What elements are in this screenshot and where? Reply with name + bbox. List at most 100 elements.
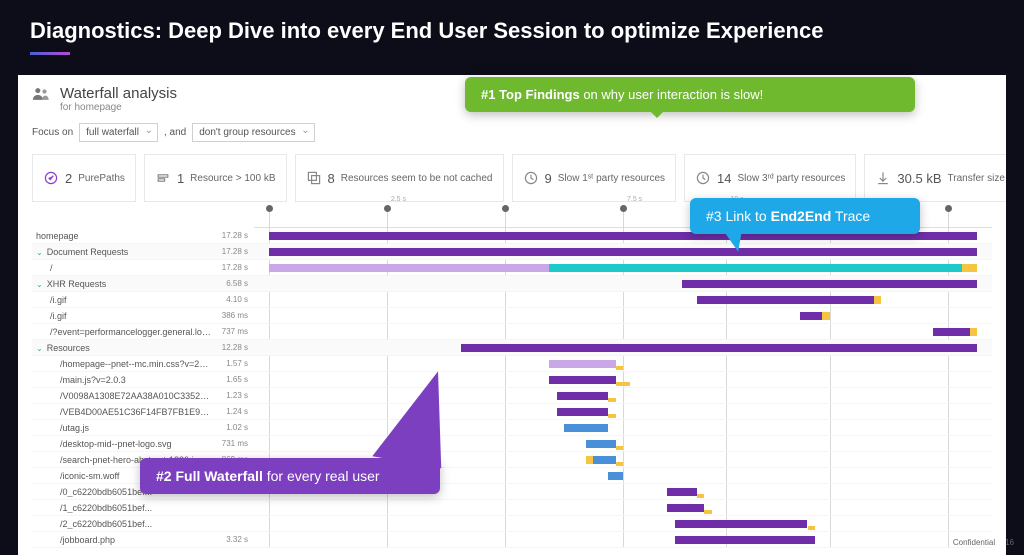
chevron-down-icon: ⌄ (36, 280, 43, 289)
timing-bar (616, 446, 623, 450)
finding-num: 14 (717, 171, 731, 186)
row-name: ⌄Document Requests (32, 247, 212, 257)
row-duration: 386 ms (212, 311, 254, 320)
finding-card[interactable]: 8Resources seem to be not cached (295, 154, 504, 202)
timing-bar (557, 392, 609, 400)
row-duration: 731 ms (212, 439, 254, 448)
timing-bar (564, 424, 608, 432)
timing-bar (675, 520, 808, 528)
group-select[interactable]: don't group resources (192, 123, 314, 142)
row-bars (254, 244, 992, 259)
slide-header: Diagnostics: Deep Dive into every End Us… (0, 0, 1024, 63)
page-title: Waterfall analysis (60, 85, 177, 102)
finding-label: Slow 1ˢᵗ party resources (558, 173, 665, 184)
row-bars (254, 500, 992, 515)
waterfall-row: /i.gif386 ms (32, 308, 992, 324)
row-name: /main.js?v=2.0.3 (32, 375, 212, 385)
row-duration: 3.32 s (212, 535, 254, 544)
finding-card[interactable]: 1 Resource > 100 kB (144, 154, 287, 202)
timing-bar (697, 494, 704, 498)
row-name: /?event=performancelogger.general.logP..… (32, 327, 212, 337)
row-bars (254, 308, 992, 323)
timing-bar (549, 376, 615, 384)
finding-card[interactable]: 2PurePaths (32, 154, 136, 202)
timing-bar (616, 366, 623, 370)
finding-card[interactable]: 30.5 kB Transfer size (864, 154, 1006, 202)
timing-bar (616, 462, 623, 466)
finding-card[interactable]: 14 Slow 3ʳᵈ party resources (684, 154, 856, 202)
timing-bar (970, 328, 977, 336)
row-duration: 17.28 s (212, 247, 254, 256)
slide-footer: Confidential 16 (953, 538, 1014, 547)
row-duration: 1.23 s (212, 391, 254, 400)
row-name: /1_c6220bdb6051bef... (32, 503, 212, 513)
row-name: / (32, 263, 212, 273)
waterfall-row: /VEB4D00AE51C36F14FB7FB1E9F9EDF6521.24 s (32, 404, 992, 420)
row-name: homepage (32, 231, 212, 241)
timing-bar (608, 472, 623, 480)
chevron-down-icon: ⌄ (36, 248, 43, 257)
waterfall-section[interactable]: ⌄Document Requests17.28 s (32, 244, 992, 260)
waterfall-section[interactable]: ⌄XHR Requests6.58 s (32, 276, 992, 292)
row-duration: 737 ms (212, 327, 254, 336)
row-name: /2_c6220bdb6051bef... (32, 519, 212, 529)
row-duration: 1.02 s (212, 423, 254, 432)
finding-label: PurePaths (78, 173, 125, 184)
row-bars (254, 420, 992, 435)
row-name: /VEB4D00AE51C36F14FB7FB1E9F9EDF652 (32, 407, 212, 417)
row-duration: 4.10 s (212, 295, 254, 304)
row-bars (254, 516, 992, 531)
row-bars (254, 260, 992, 275)
timing-bar (808, 526, 815, 530)
waterfall-row: /2_c6220bdb6051bef... (32, 516, 992, 532)
finding-card[interactable]: 9Slow 1ˢᵗ party resources (512, 154, 677, 202)
row-bars (254, 436, 992, 451)
finding-num: 8 (328, 171, 335, 186)
waterfall-row: /desktop-mid--pnet-logo.svg731 ms (32, 436, 992, 452)
timing-bar (461, 344, 978, 352)
finding-num: 30.5 kB (897, 171, 941, 186)
waterfall-row: /i.gif4.10 s (32, 292, 992, 308)
focus-select[interactable]: full waterfall (79, 123, 158, 142)
row-bars (254, 356, 992, 371)
timing-bar (586, 440, 616, 448)
title-underline (30, 52, 70, 55)
timing-bar (704, 510, 711, 514)
filter-bar: Focus on full waterfall , and don't grou… (18, 117, 1006, 148)
row-name: ⌄Resources (32, 343, 212, 353)
waterfall-section[interactable]: ⌄Resources12.28 s (32, 340, 992, 356)
callout-full-waterfall: #2 Full Waterfall for every real user (140, 458, 440, 494)
finding-label: Resource > 100 kB (190, 173, 275, 184)
chevron-down-icon: ⌄ (36, 344, 43, 353)
timing-bar (269, 264, 549, 272)
waterfall-row: /?event=performancelogger.general.logP..… (32, 324, 992, 340)
finding-icon (155, 170, 171, 186)
timing-bar (933, 328, 970, 336)
callout-top-findings: #1 Top Findings on why user interaction … (465, 77, 915, 112)
group-icon (32, 86, 52, 102)
timing-bar (874, 296, 881, 304)
waterfall-row: /V0098A1308E72AA38A010C335275EAFB11.23 s (32, 388, 992, 404)
timing-bar (962, 264, 977, 272)
waterfall-area: 2.5 s7.5 s10 s homepage17.28 s⌄Document … (18, 208, 1006, 548)
timing-bar (667, 504, 704, 512)
callout-link-trace: #3 Link to End2End Trace (690, 198, 920, 234)
finding-icon (43, 170, 59, 186)
timing-bar (608, 414, 615, 418)
row-duration: 12.28 s (212, 343, 254, 352)
finding-label: Slow 3ʳᵈ party resources (738, 173, 846, 184)
waterfall-row: /main.js?v=2.0.31.65 s (32, 372, 992, 388)
finding-label: Transfer size (948, 173, 1005, 184)
row-bars (254, 292, 992, 307)
row-bars (254, 324, 992, 339)
row-name: /homepage--pnet--mc.min.css?v=201902... (32, 359, 212, 369)
waterfall-row: /homepage--pnet--mc.min.css?v=201902...1… (32, 356, 992, 372)
timing-bar (549, 360, 615, 368)
focus-label: Focus on (32, 127, 73, 138)
finding-num: 1 (177, 171, 184, 186)
row-duration: 1.24 s (212, 407, 254, 416)
finding-icon (875, 170, 891, 186)
waterfall-row: /jobboard.php3.32 s (32, 532, 992, 548)
finding-icon (523, 170, 539, 186)
timing-bar (616, 382, 631, 386)
